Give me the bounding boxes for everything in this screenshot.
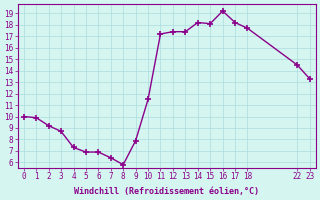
X-axis label: Windchill (Refroidissement éolien,°C): Windchill (Refroidissement éolien,°C) bbox=[74, 187, 259, 196]
